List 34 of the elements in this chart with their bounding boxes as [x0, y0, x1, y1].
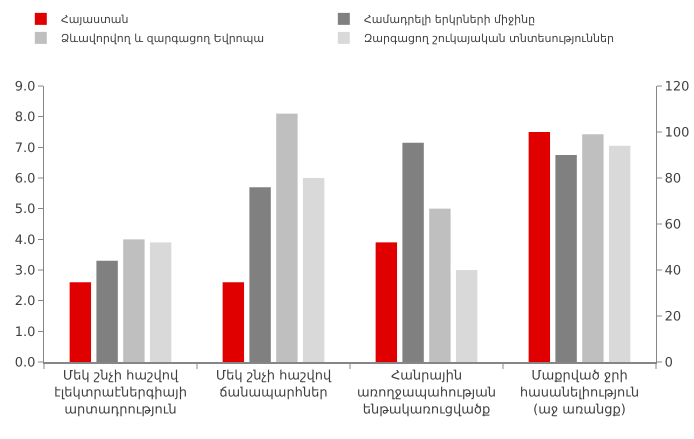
bar	[429, 208, 451, 362]
y2-tick-label: 40	[664, 264, 682, 279]
y-tick-label: 4.0	[14, 232, 36, 248]
y-tick-label: 2.0	[14, 294, 36, 310]
legend-label: Զարգացող շուկայական տնտեսություններ	[364, 32, 614, 46]
bar	[376, 242, 398, 362]
x-tick-label: Մեկ շնչի հաշվով ճանապարհներ	[216, 368, 332, 400]
y-tick-label: 3.0	[14, 264, 36, 279]
y2-tick-label: 60	[664, 218, 682, 233]
y2-tick-label: 120	[664, 80, 690, 95]
y-tick-label: 9.0	[14, 80, 36, 95]
y-tick-label: 8.0	[14, 110, 36, 126]
bar	[302, 178, 324, 362]
legend-label: Համադրելի երկրների միջինը	[364, 13, 536, 26]
y-tick-label: 7.0	[14, 140, 36, 156]
y2-tick-label: 20	[664, 310, 682, 325]
bar	[222, 282, 244, 362]
y-tick-label: 0.0	[14, 356, 36, 371]
y2-tick-label: 0	[664, 356, 673, 371]
y-tick-label: 6.0	[14, 172, 36, 187]
y2-tick-label: 100	[664, 126, 690, 141]
bar	[150, 242, 172, 362]
y2-tick-label: 80	[664, 172, 682, 187]
y-tick-label: 5.0	[14, 202, 36, 218]
x-tick-label: Մաքրված ջրի հասանելիություն (աջ առանցք)	[520, 368, 640, 418]
bar	[276, 114, 298, 362]
x-tick-label: Հանրային առողջապահության ենթակառուցվածք	[356, 368, 496, 418]
bar	[456, 270, 478, 362]
y-tick-label: 1.0	[14, 324, 36, 340]
x-tick-label: Մեկ շնչի հաշվով էլեկտրաէներգիայի արտադրություն	[54, 368, 187, 418]
bar	[123, 239, 145, 362]
legend-label: Ձևավորվող և զարգացող Եվրոպա	[60, 32, 264, 46]
legend-label: Հայաստան	[60, 13, 128, 26]
bar	[70, 282, 92, 362]
